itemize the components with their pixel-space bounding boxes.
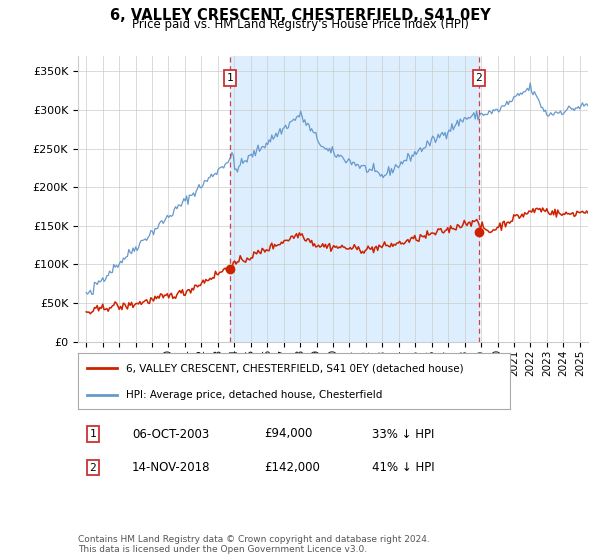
Text: 2: 2 <box>476 73 482 83</box>
Text: £94,000: £94,000 <box>264 427 313 441</box>
Text: Price paid vs. HM Land Registry's House Price Index (HPI): Price paid vs. HM Land Registry's House … <box>131 18 469 31</box>
Text: 1: 1 <box>227 73 234 83</box>
Bar <box>230 56 479 342</box>
Text: 14-NOV-2018: 14-NOV-2018 <box>132 461 211 474</box>
Text: 6, VALLEY CRESCENT, CHESTERFIELD, S41 0EY: 6, VALLEY CRESCENT, CHESTERFIELD, S41 0E… <box>110 8 490 24</box>
Text: 1: 1 <box>89 429 97 439</box>
Text: £142,000: £142,000 <box>264 461 320 474</box>
Text: 06-OCT-2003: 06-OCT-2003 <box>132 427 209 441</box>
Text: 6, VALLEY CRESCENT, CHESTERFIELD, S41 0EY (detached house): 6, VALLEY CRESCENT, CHESTERFIELD, S41 0E… <box>125 363 463 374</box>
Text: HPI: Average price, detached house, Chesterfield: HPI: Average price, detached house, Ches… <box>125 390 382 400</box>
Text: 2: 2 <box>89 463 97 473</box>
Text: 33% ↓ HPI: 33% ↓ HPI <box>372 427 434 441</box>
Text: Contains HM Land Registry data © Crown copyright and database right 2024.
This d: Contains HM Land Registry data © Crown c… <box>78 535 430 554</box>
Text: 41% ↓ HPI: 41% ↓ HPI <box>372 461 434 474</box>
